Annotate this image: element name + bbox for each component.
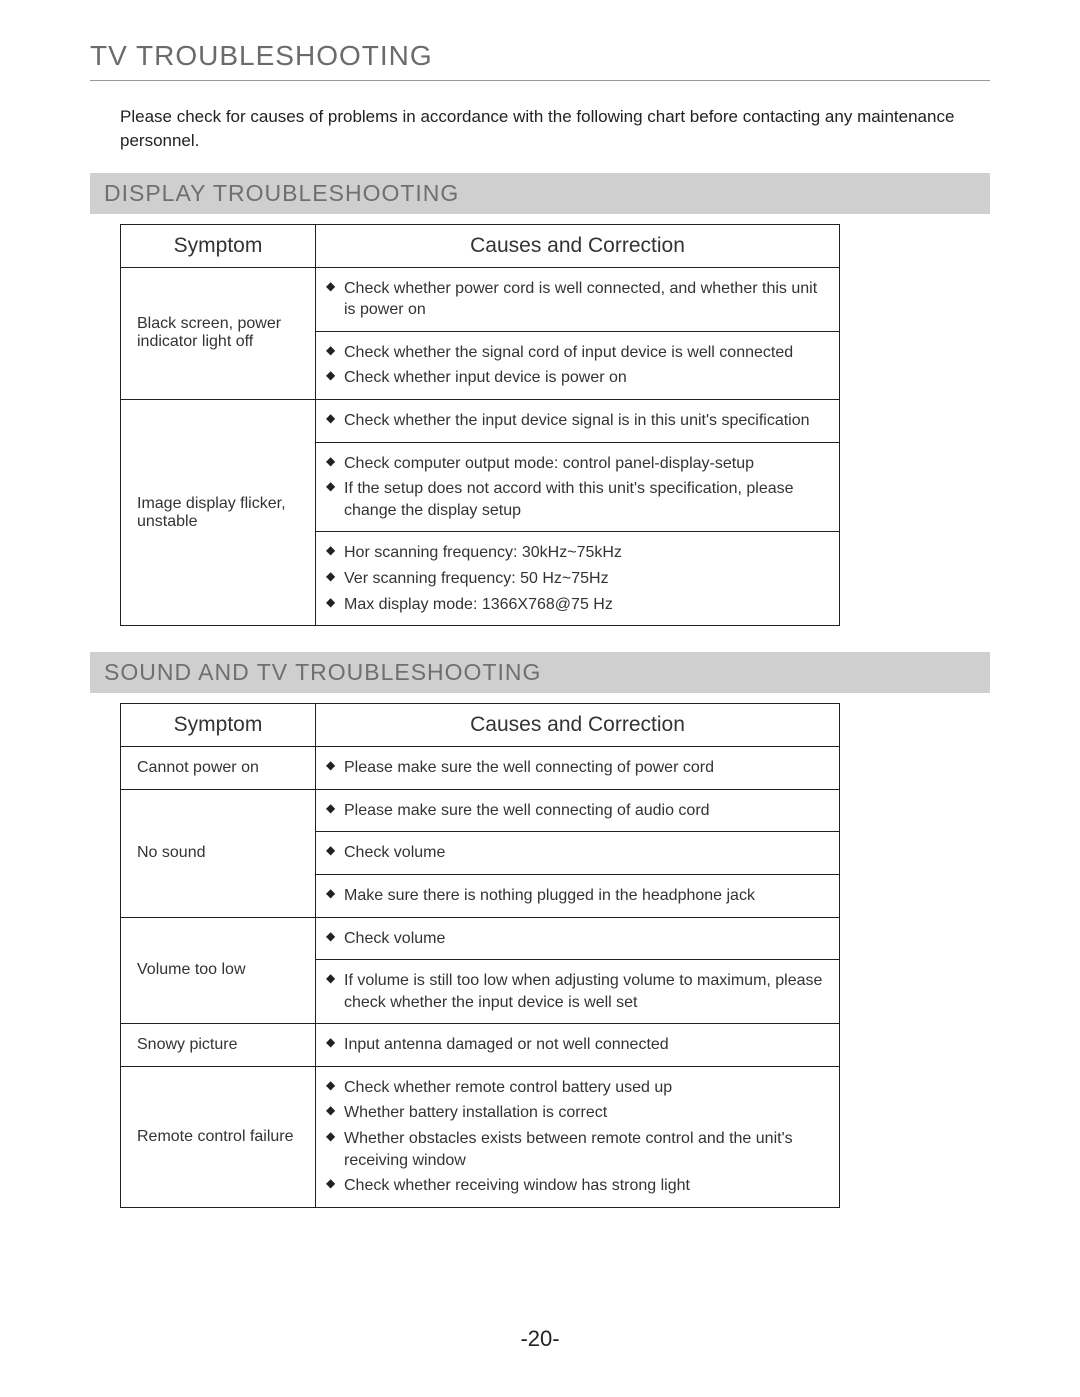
correction-list: Check whether power cord is well connect… xyxy=(322,276,829,323)
correction-cell: Check whether the signal cord of input d… xyxy=(316,331,840,399)
correction-list: Check whether the signal cord of input d… xyxy=(322,340,829,391)
page-title: TV TROUBLESHOOTING xyxy=(90,40,990,81)
section-header: DISPLAY TROUBLESHOOTING xyxy=(90,173,990,214)
symptom-cell: Remote control failure xyxy=(121,1066,316,1207)
list-item: If the setup does not accord with this u… xyxy=(322,476,829,523)
list-item: Check whether the signal cord of input d… xyxy=(322,340,829,366)
list-item: Make sure there is nothing plugged in th… xyxy=(322,883,829,909)
list-item: Please make sure the well connecting of … xyxy=(322,755,829,781)
table-header: Causes and Correction xyxy=(316,224,840,267)
symptom-cell: Volume too low xyxy=(121,917,316,1024)
correction-list: Hor scanning frequency: 30kHz~75kHzVer s… xyxy=(322,540,829,617)
correction-list: Check computer output mode: control pane… xyxy=(322,451,829,524)
table-row: Volume too lowCheck volume xyxy=(121,917,840,960)
list-item: Check computer output mode: control pane… xyxy=(322,451,829,477)
table-row: Snowy pictureInput antenna damaged or no… xyxy=(121,1024,840,1067)
list-item: Check volume xyxy=(322,840,829,866)
list-item: Check whether remote control battery use… xyxy=(322,1075,829,1101)
correction-cell: Check whether remote control battery use… xyxy=(316,1066,840,1207)
table-header: Symptom xyxy=(121,704,316,747)
page-number: -20- xyxy=(0,1326,1080,1352)
correction-cell: Check whether the input device signal is… xyxy=(316,399,840,442)
list-item: If volume is still too low when adjustin… xyxy=(322,968,829,1015)
correction-cell: Check whether power cord is well connect… xyxy=(316,267,840,331)
list-item: Whether obstacles exists between remote … xyxy=(322,1126,829,1173)
table-row: Image display flicker, unstableCheck whe… xyxy=(121,399,840,442)
troubleshooting-table: SymptomCauses and CorrectionCannot power… xyxy=(120,703,840,1208)
intro-text: Please check for causes of problems in a… xyxy=(120,105,960,153)
symptom-cell: Image display flicker, unstable xyxy=(121,399,316,625)
table-header: Causes and Correction xyxy=(316,704,840,747)
list-item: Ver scanning frequency: 50 Hz~75Hz xyxy=(322,566,829,592)
symptom-cell: Cannot power on xyxy=(121,747,316,790)
correction-cell: Please make sure the well connecting of … xyxy=(316,789,840,832)
list-item: Whether battery installation is correct xyxy=(322,1100,829,1126)
symptom-cell: Snowy picture xyxy=(121,1024,316,1067)
correction-cell: Check volume xyxy=(316,832,840,875)
correction-cell: Hor scanning frequency: 30kHz~75kHzVer s… xyxy=(316,532,840,626)
list-item: Check whether receiving window has stron… xyxy=(322,1173,829,1199)
correction-list: If volume is still too low when adjustin… xyxy=(322,968,829,1015)
section-header: SOUND AND TV TROUBLESHOOTING xyxy=(90,652,990,693)
list-item: Input antenna damaged or not well connec… xyxy=(322,1032,829,1058)
table-row: Cannot power onPlease make sure the well… xyxy=(121,747,840,790)
table-header: Symptom xyxy=(121,224,316,267)
correction-cell: Check computer output mode: control pane… xyxy=(316,442,840,532)
correction-list: Please make sure the well connecting of … xyxy=(322,798,829,824)
correction-cell: If volume is still too low when adjustin… xyxy=(316,960,840,1024)
correction-list: Check volume xyxy=(322,840,829,866)
table-row: Black screen, power indicator light offC… xyxy=(121,267,840,331)
list-item: Check whether input device is power on xyxy=(322,365,829,391)
list-item: Please make sure the well connecting of … xyxy=(322,798,829,824)
correction-cell: Check volume xyxy=(316,917,840,960)
list-item: Check whether the input device signal is… xyxy=(322,408,829,434)
list-item: Check volume xyxy=(322,926,829,952)
correction-list: Check whether remote control battery use… xyxy=(322,1075,829,1199)
correction-cell: Make sure there is nothing plugged in th… xyxy=(316,874,840,917)
correction-cell: Please make sure the well connecting of … xyxy=(316,747,840,790)
troubleshooting-table: SymptomCauses and CorrectionBlack screen… xyxy=(120,224,840,627)
correction-list: Please make sure the well connecting of … xyxy=(322,755,829,781)
correction-cell: Input antenna damaged or not well connec… xyxy=(316,1024,840,1067)
correction-list: Check whether the input device signal is… xyxy=(322,408,829,434)
list-item: Max display mode: 1366X768@75 Hz xyxy=(322,592,829,618)
symptom-cell: Black screen, power indicator light off xyxy=(121,267,316,399)
list-item: Hor scanning frequency: 30kHz~75kHz xyxy=(322,540,829,566)
table-row: Remote control failureCheck whether remo… xyxy=(121,1066,840,1207)
correction-list: Input antenna damaged or not well connec… xyxy=(322,1032,829,1058)
symptom-cell: No sound xyxy=(121,789,316,917)
correction-list: Check volume xyxy=(322,926,829,952)
sections-container: DISPLAY TROUBLESHOOTINGSymptomCauses and… xyxy=(90,173,990,1208)
table-row: No soundPlease make sure the well connec… xyxy=(121,789,840,832)
correction-list: Make sure there is nothing plugged in th… xyxy=(322,883,829,909)
list-item: Check whether power cord is well connect… xyxy=(322,276,829,323)
